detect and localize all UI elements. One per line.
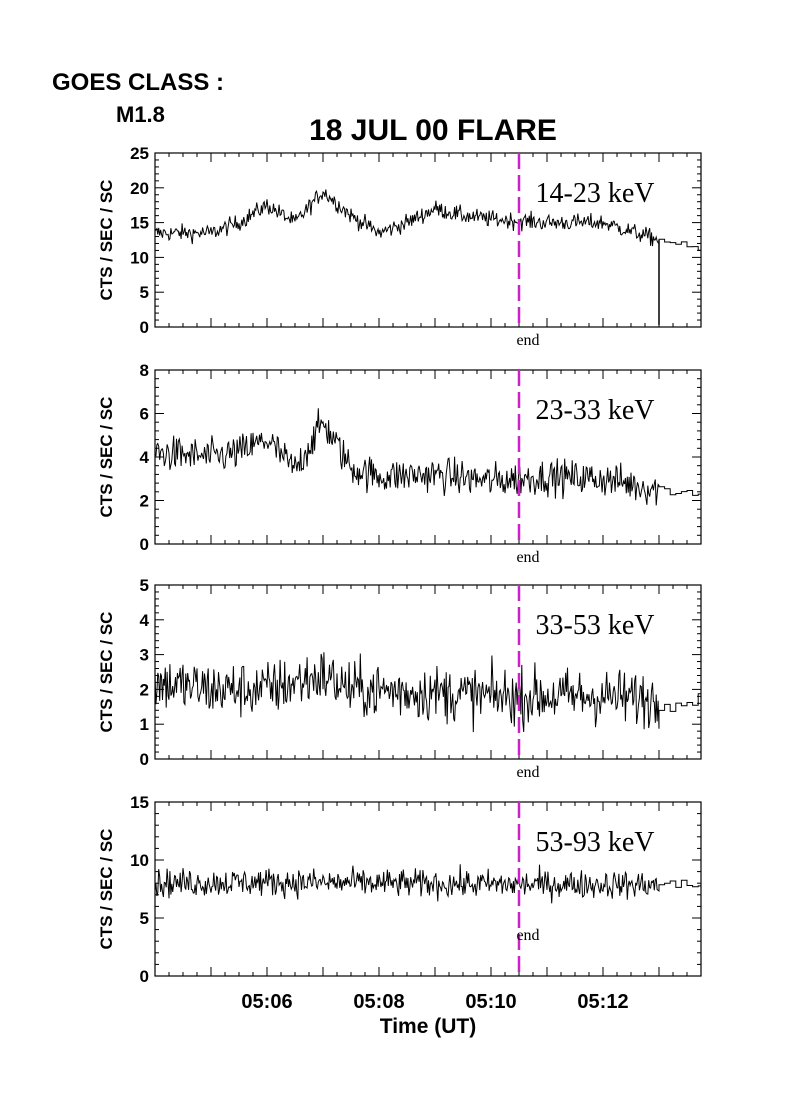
y-tick-label: 25	[130, 144, 149, 163]
end-marker-label: end	[516, 764, 539, 781]
y-tick-label: 15	[130, 793, 149, 812]
goes-class-value: M1.8	[116, 102, 165, 127]
y-tick-label: 4	[140, 448, 150, 467]
data-trace	[154, 408, 701, 506]
energy-band-label: 23-33 keV	[536, 395, 655, 426]
end-marker-label: end	[516, 927, 539, 944]
y-tick-label: 10	[130, 851, 149, 870]
x-tick-label: 05:08	[353, 991, 404, 1013]
y-tick-label: 0	[140, 967, 149, 986]
y-tick-label: 2	[140, 680, 149, 699]
y-tick-label: 4	[140, 611, 150, 630]
plot-frame	[154, 584, 702, 760]
y-tick-label: 8	[140, 361, 149, 380]
y-tick-label: 6	[140, 405, 149, 424]
y-axis-label: CTS / SEC / SC	[97, 829, 116, 950]
y-axis-label: CTS / SEC / SC	[97, 397, 116, 518]
y-tick-label: 2	[140, 492, 149, 511]
data-trace	[154, 189, 701, 251]
data-trace	[154, 652, 701, 733]
x-tick-label: 05:12	[577, 991, 628, 1013]
chart-panel-3: 0 1 2 3 4 5 CTS / SEC / SC end 33-53 keV	[97, 576, 702, 781]
data-trace	[154, 864, 701, 904]
chart-panel-4: 0 5 10 15 CTS / SEC / SC end 53-93 keV 05:06 05:…	[97, 793, 702, 1038]
x-tick-label: 05:06	[241, 991, 292, 1013]
y-tick-label: 5	[140, 909, 149, 928]
y-tick-label: 3	[140, 646, 149, 665]
x-axis-label: Time (UT)	[380, 1015, 476, 1038]
y-tick-label: 15	[130, 214, 149, 233]
y-tick-label: 0	[140, 535, 149, 554]
figure-title: 18 JUL 00 FLARE	[309, 114, 557, 147]
y-tick-label: 1	[140, 715, 149, 734]
energy-band-label: 53-93 keV	[536, 827, 655, 858]
y-tick-label: 5	[140, 283, 149, 302]
energy-band-label: 33-53 keV	[536, 610, 655, 641]
y-tick-label: 10	[130, 248, 149, 267]
y-axis-label: CTS / SEC / SC	[97, 180, 116, 301]
chart-panel-2: 0 2 4 6 8 CTS / SEC / SC end 23-33 keV	[97, 361, 702, 566]
y-tick-label: 20	[130, 179, 149, 198]
energy-band-label: 14-23 keV	[536, 178, 655, 209]
y-tick-label: 0	[140, 318, 149, 337]
x-tick-label: 05:10	[465, 991, 516, 1013]
goes-class-label: GOES CLASS :	[52, 69, 224, 96]
end-marker-label: end	[516, 549, 539, 566]
chart-panel-1: 0 5 10 15 20 25 CTS / SEC / SC end 14-23 keV	[97, 144, 702, 349]
y-tick-label: 5	[140, 576, 149, 595]
y-tick-label: 0	[140, 750, 149, 769]
plot-frame	[154, 152, 702, 328]
end-marker-label: end	[516, 332, 539, 349]
y-axis-label: CTS / SEC / SC	[97, 612, 116, 733]
